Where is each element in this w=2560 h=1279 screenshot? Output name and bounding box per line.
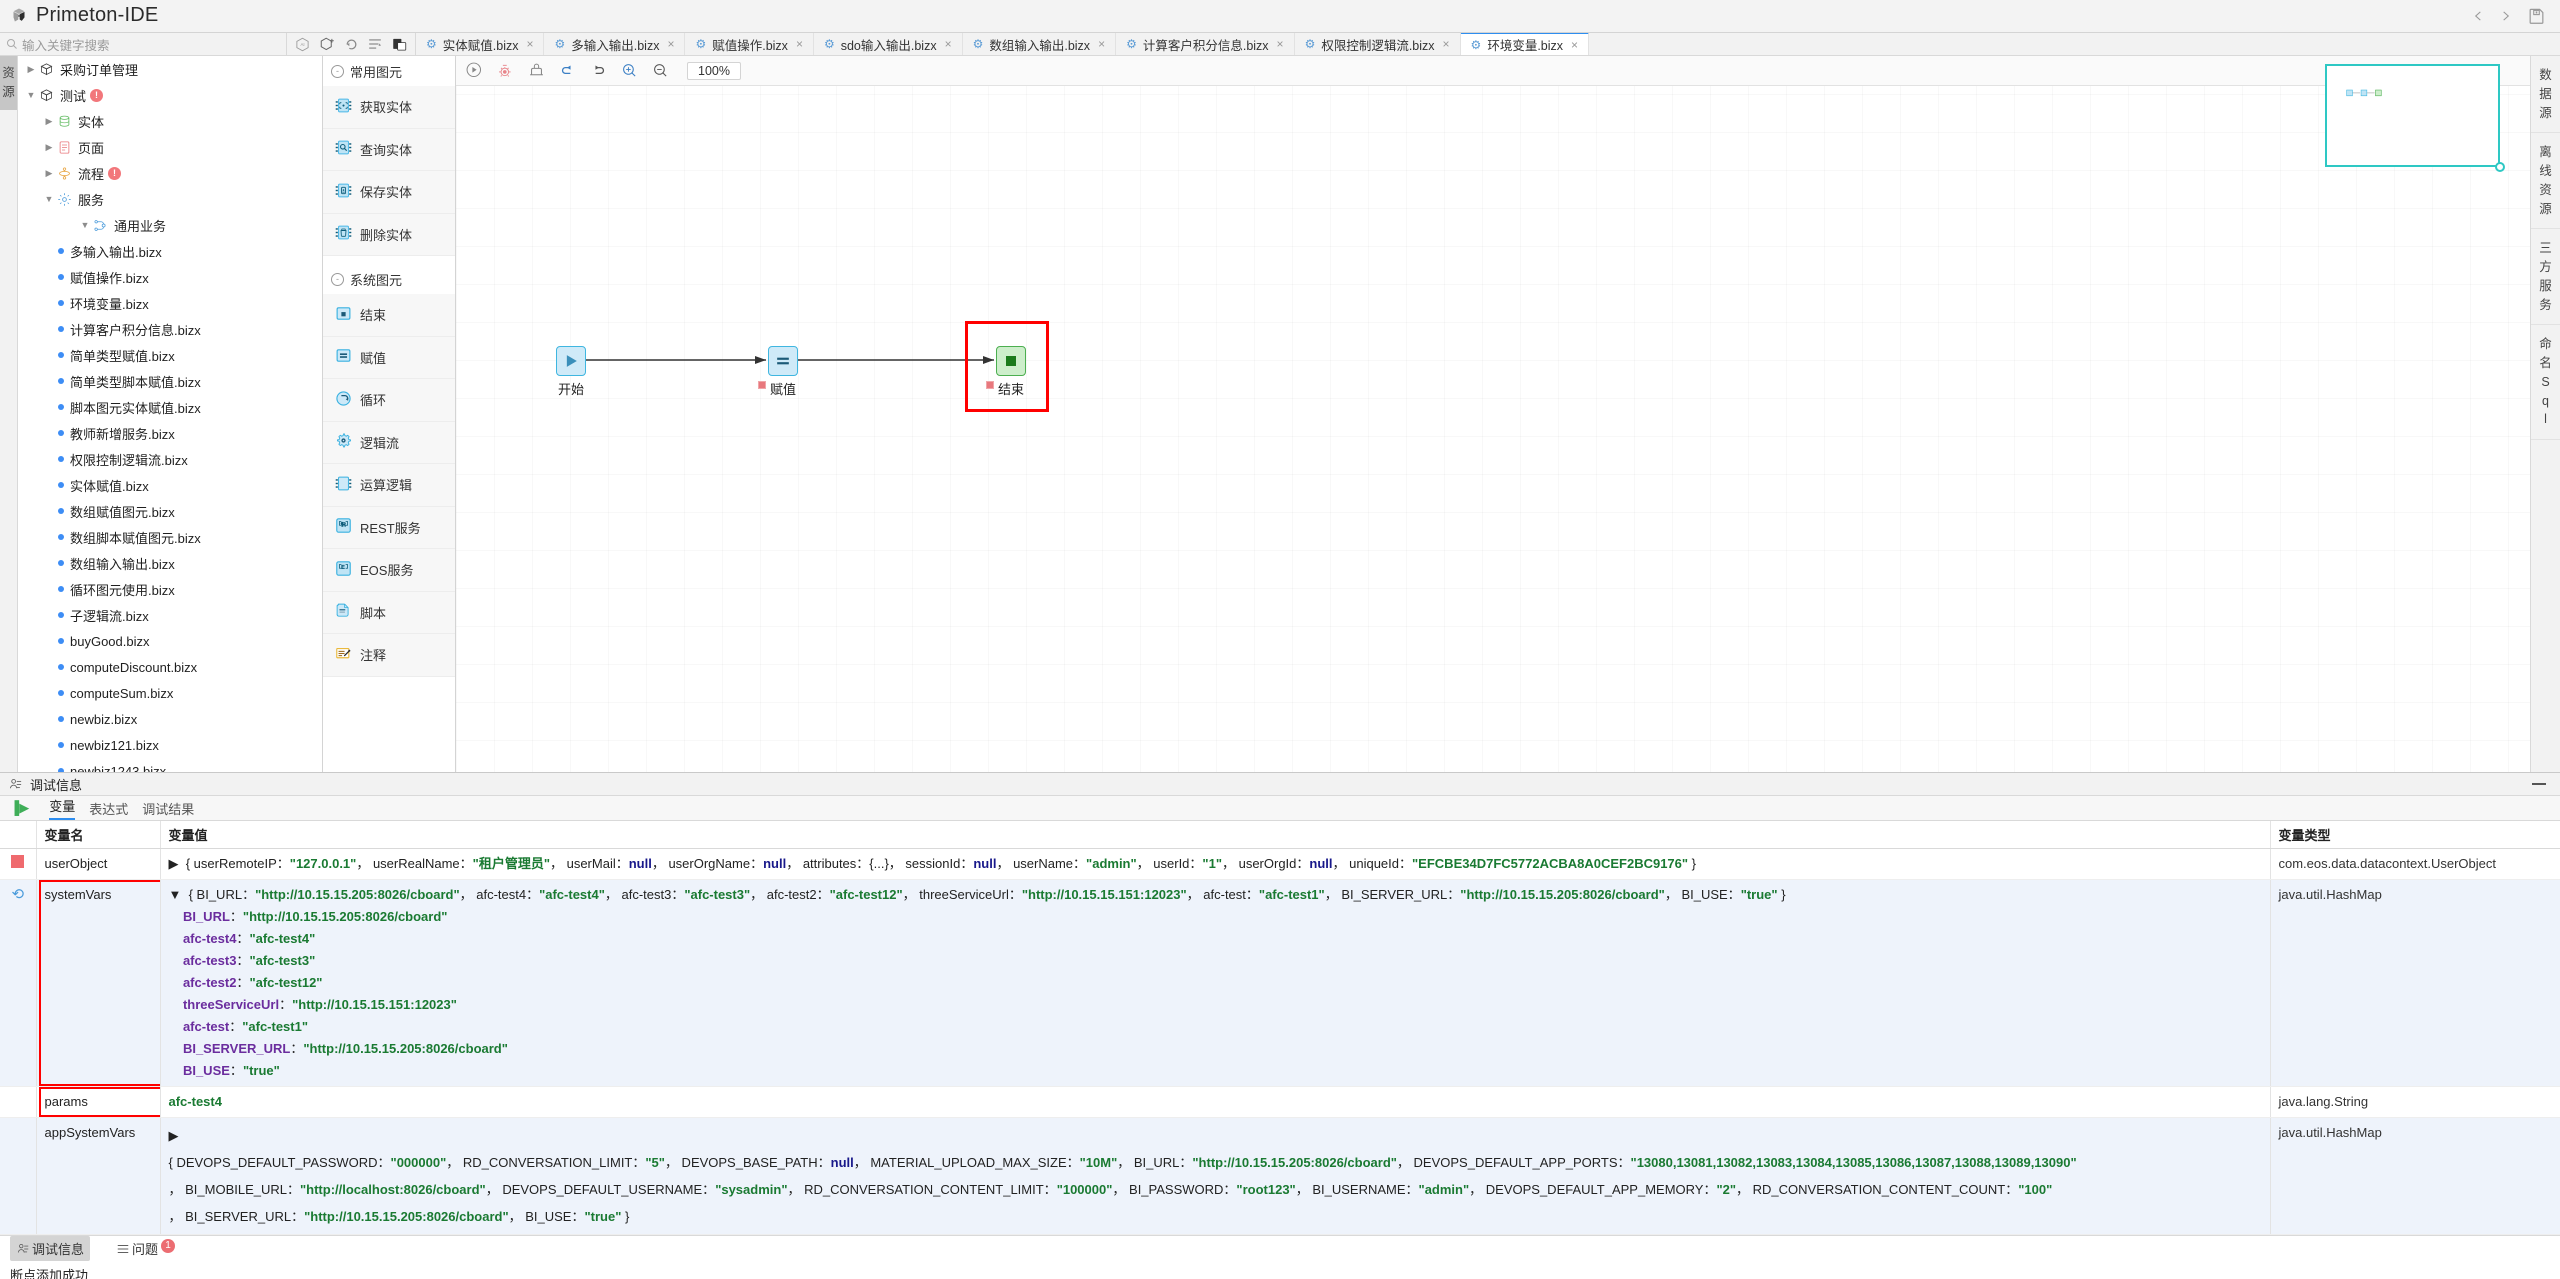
svg-text:AI: AI [300,41,304,46]
